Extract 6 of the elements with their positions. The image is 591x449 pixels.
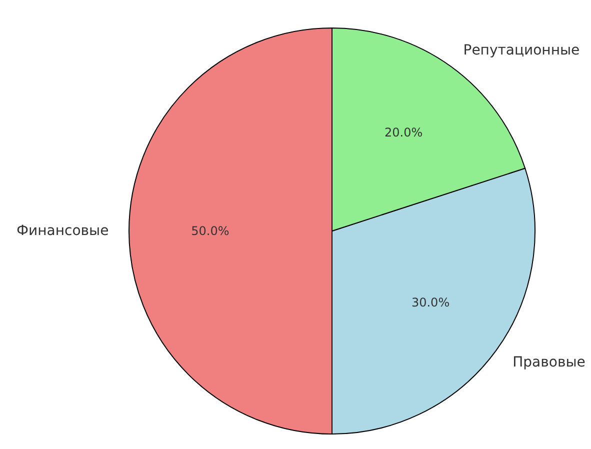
slice-label: Репутационные — [463, 42, 580, 58]
slice-label: Финансовые — [16, 223, 109, 239]
slice-label: Правовые — [512, 354, 586, 370]
data-label: 50.0% — [191, 224, 230, 238]
data-label: 20.0% — [384, 125, 423, 140]
data-label: 30.0% — [411, 296, 450, 310]
